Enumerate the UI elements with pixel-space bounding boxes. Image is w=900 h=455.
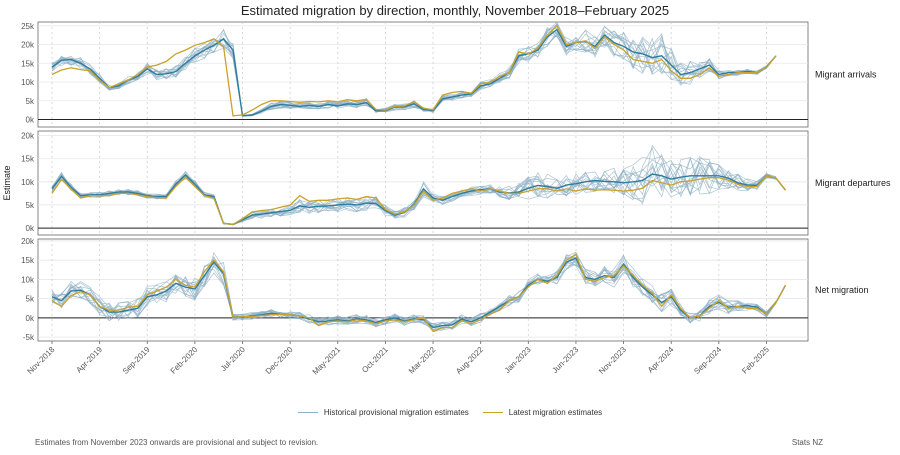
x-tick-label: Mar-2022 — [407, 345, 438, 376]
x-tick-label: Sep-2019 — [121, 345, 152, 376]
y-tick-label: -5k — [23, 333, 35, 342]
historical-series-line — [51, 27, 777, 117]
legend-swatch-latest — [482, 412, 503, 413]
latest-series-line — [51, 24, 777, 117]
y-tick-label: 20k — [21, 41, 35, 50]
y-tick-label: 20k — [21, 237, 35, 246]
x-tick-label: Nov-2018 — [26, 345, 57, 376]
historical-core-line — [51, 28, 777, 117]
y-axis-label: Estimate — [2, 165, 12, 200]
legend-item-historical: Historical provisional migration estimat… — [297, 408, 469, 417]
footer-source: Stats NZ — [791, 438, 823, 447]
facet-label: Migrant arrivals — [815, 70, 877, 80]
historical-series-line — [51, 258, 777, 332]
panel-1: 0k 5k 10k 15k 20k Migrant departures — [21, 130, 891, 236]
x-tick-label: Nov-2023 — [597, 345, 628, 376]
facet-label: Migrant departures — [815, 178, 891, 188]
y-tick-label: 10k — [21, 275, 35, 284]
latest-series-line — [51, 175, 787, 226]
footer-note: Estimates from November 2023 onwards are… — [35, 438, 319, 447]
x-tick-label: May-2021 — [311, 345, 343, 377]
historical-core-line — [51, 173, 787, 226]
y-tick-label: 0k — [26, 314, 35, 323]
legend-swatch-historical — [297, 412, 318, 413]
x-tick-label: Oct-2021 — [360, 345, 390, 375]
historical-series-line — [51, 257, 777, 330]
y-tick-label: 10k — [21, 178, 35, 187]
x-axis: Nov-2018 Apr-2019 Sep-2019 Feb-2020 Jul-2020… — [26, 341, 771, 377]
x-tick-label: Jun-2023 — [550, 345, 580, 375]
latest-series-line — [51, 253, 787, 333]
panel-0: 0k 5k 10k 15k 20k 25k Migrant arrivals — [21, 21, 877, 128]
y-tick-label: 5k — [26, 201, 35, 210]
x-tick-label: Apr-2024 — [646, 345, 676, 375]
panel-2: -5k 0k 5k 10k 15k 20k Net migration — [21, 237, 868, 342]
legend: Historical provisional migration estimat… — [0, 408, 900, 417]
y-tick-label: 0k — [26, 224, 35, 233]
x-tick-label: Jan-2023 — [503, 345, 533, 375]
x-tick-label: Feb-2025 — [740, 345, 771, 376]
x-tick-label: Dec-2020 — [264, 345, 295, 376]
y-tick-label: 15k — [21, 155, 35, 164]
x-tick-label: Feb-2020 — [169, 345, 200, 376]
y-tick-label: 10k — [21, 78, 35, 87]
legend-item-latest: Latest migration estimates — [482, 408, 603, 417]
y-tick-label: 5k — [26, 97, 35, 106]
y-tick-label: 20k — [21, 132, 35, 141]
historical-series-line — [51, 257, 777, 329]
chart-panels: 0k 5k 10k 15k 20k 25k Migrant arrivals 0k 5k 10k 1… — [21, 21, 891, 342]
y-tick-label: 15k — [21, 256, 35, 265]
y-tick-label: 25k — [21, 22, 35, 31]
y-tick-label: 15k — [21, 59, 35, 68]
panel-frame — [37, 238, 809, 342]
historical-series-line — [51, 33, 777, 117]
chart-title: Estimated migration by direction, monthl… — [241, 3, 669, 18]
x-tick-label: Apr-2019 — [74, 345, 104, 375]
legend-label-historical: Historical provisional migration estimat… — [323, 408, 469, 417]
y-tick-label: 0k — [26, 116, 35, 125]
y-tick-label: 5k — [26, 295, 35, 304]
x-tick-label: Aug-2022 — [454, 345, 485, 376]
facet-label: Net migration — [815, 285, 869, 295]
x-tick-label: Sep-2024 — [692, 345, 723, 376]
x-tick-label: Jul-2020 — [219, 345, 247, 373]
legend-label-latest: Latest migration estimates — [508, 408, 603, 417]
